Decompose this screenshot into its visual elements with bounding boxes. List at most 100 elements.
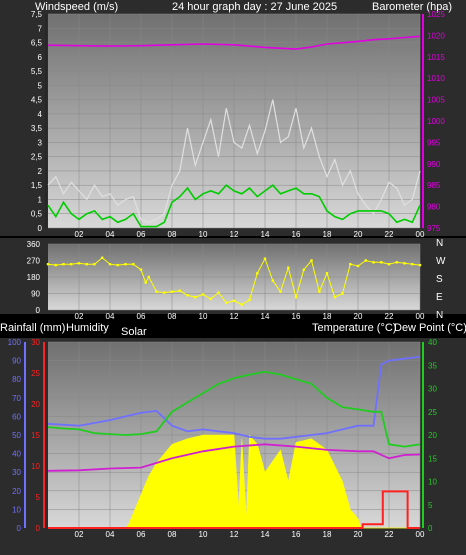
wind-tick-label: 6 xyxy=(38,53,43,62)
x-tick-label: 04 xyxy=(106,312,115,321)
x-tick-label: 08 xyxy=(168,312,177,321)
x-tick-label: 12 xyxy=(230,530,239,539)
humidity-tick-label: 50 xyxy=(12,431,21,440)
x-tick-label: 02 xyxy=(75,530,84,539)
barometer-tick-label: 990 xyxy=(427,160,441,169)
wind-tick-label: 1 xyxy=(38,195,43,204)
x-tick-label: 00 xyxy=(416,530,425,539)
wind-tick-label: 6,5 xyxy=(31,39,43,48)
barometer-tick-label: 1025 xyxy=(427,10,445,19)
direction-tick-label: 180 xyxy=(27,273,41,282)
barometer-tick-label: 985 xyxy=(427,181,441,190)
compass-label: S xyxy=(436,274,443,285)
x-tick-label: 22 xyxy=(385,230,394,239)
wind-tick-label: 1,5 xyxy=(31,181,43,190)
x-tick-label: 10 xyxy=(199,530,208,539)
humidity-tick-label: 20 xyxy=(12,487,21,496)
humidity-tick-label: 90 xyxy=(12,357,21,366)
humidity-tick-label: 30 xyxy=(12,468,21,477)
humidity-tick-label: 0 xyxy=(17,524,22,533)
chart-title: 24 hour graph day : 27 June 2025 xyxy=(172,1,337,13)
solar-label: Solar xyxy=(121,326,147,338)
wind-tick-label: 0 xyxy=(38,224,43,233)
wind-tick-label: 5,5 xyxy=(31,67,43,76)
temp-tick-label: 35 xyxy=(428,361,437,370)
x-tick-label: 10 xyxy=(199,230,208,239)
x-tick-label: 12 xyxy=(230,312,239,321)
rainfall-axis-label: Rainfall (mm) xyxy=(0,322,65,334)
wind-tick-label: 3,5 xyxy=(31,124,43,133)
series-gust xyxy=(47,99,421,223)
temp-tick-label: 5 xyxy=(428,501,433,510)
x-tick-label: 10 xyxy=(199,312,208,321)
compass-label: W xyxy=(436,256,446,267)
x-tick-label: 22 xyxy=(385,530,394,539)
barometer-tick-label: 1015 xyxy=(427,53,445,62)
series-temperature xyxy=(47,370,421,448)
temp-tick-label: 40 xyxy=(428,338,437,347)
rain-tick-label: 0 xyxy=(36,524,41,533)
temp-tick-label: 30 xyxy=(428,385,437,394)
x-tick-label: 20 xyxy=(354,312,363,321)
direction-tick-label: 270 xyxy=(27,257,41,266)
temp-tick-label: 20 xyxy=(428,431,437,440)
barometer-tick-label: 1005 xyxy=(427,96,445,105)
wind-tick-label: 2 xyxy=(38,167,43,176)
humidity-tick-label: 100 xyxy=(8,338,22,347)
compass-label: N xyxy=(436,238,443,249)
series-rain xyxy=(48,490,420,529)
x-tick-label: 14 xyxy=(261,230,270,239)
x-tick-label: 00 xyxy=(416,312,425,321)
wind-tick-label: 0,5 xyxy=(31,210,43,219)
series-solar xyxy=(48,434,420,529)
barometer-axis-label: Barometer (hpa) xyxy=(372,1,452,13)
direction-tick-label: 0 xyxy=(36,306,41,315)
series-avg xyxy=(47,184,421,228)
rain-tick-label: 10 xyxy=(31,462,40,471)
x-tick-label: 06 xyxy=(137,530,146,539)
x-tick-label: 08 xyxy=(168,230,177,239)
barometer-tick-label: 995 xyxy=(427,138,441,147)
barometer-tick-label: 1020 xyxy=(427,31,445,40)
humidity-tick-label: 60 xyxy=(12,412,21,421)
rain-tick-label: 15 xyxy=(31,431,40,440)
x-tick-label: 18 xyxy=(323,312,332,321)
x-tick-label: 16 xyxy=(292,230,301,239)
x-tick-label: 18 xyxy=(323,230,332,239)
barometer-tick-label: 980 xyxy=(427,203,441,212)
x-tick-label: 00 xyxy=(416,230,425,239)
x-tick-label: 22 xyxy=(385,312,394,321)
temperature-axis-label: Temperature (°C) xyxy=(312,322,396,334)
wind-axis-label: Windspeed (m/s) xyxy=(35,1,118,13)
humidity-tick-label: 80 xyxy=(12,375,21,384)
wind-tick-label: 3 xyxy=(38,138,43,147)
wind-tick-label: 7 xyxy=(38,24,43,33)
x-tick-label: 08 xyxy=(168,530,177,539)
wind-tick-label: 7,5 xyxy=(31,10,43,19)
rain-tick-label: 30 xyxy=(31,338,40,347)
x-tick-label: 06 xyxy=(137,230,146,239)
x-tick-label: 20 xyxy=(354,530,363,539)
x-tick-label: 06 xyxy=(137,312,146,321)
series-direction xyxy=(47,257,421,306)
x-tick-label: 04 xyxy=(106,230,115,239)
series-pressure xyxy=(47,35,421,50)
temp-tick-label: 10 xyxy=(428,478,437,487)
temp-tick-label: 25 xyxy=(428,408,437,417)
barometer-tick-label: 1000 xyxy=(427,117,445,126)
direction-tick-label: 90 xyxy=(31,290,40,299)
x-tick-label: 16 xyxy=(292,530,301,539)
temp-tick-label: 0 xyxy=(428,524,433,533)
humidity-tick-label: 40 xyxy=(12,450,21,459)
humidity-axis-label: Humidity xyxy=(66,322,109,334)
wind-tick-label: 2,5 xyxy=(31,153,43,162)
temp-tick-label: 15 xyxy=(428,454,437,463)
direction-tick-label: 360 xyxy=(27,240,41,249)
wind-chart: 0 0,5 1 1,5 2 2,5 3 3,5 4 4,5 5 5,5 6 6,5 7 7,5 975 980 98… xyxy=(31,10,445,239)
compass-label: E xyxy=(436,292,443,303)
wind-tick-label: 4 xyxy=(38,110,43,119)
rain-tick-label: 5 xyxy=(36,493,41,502)
